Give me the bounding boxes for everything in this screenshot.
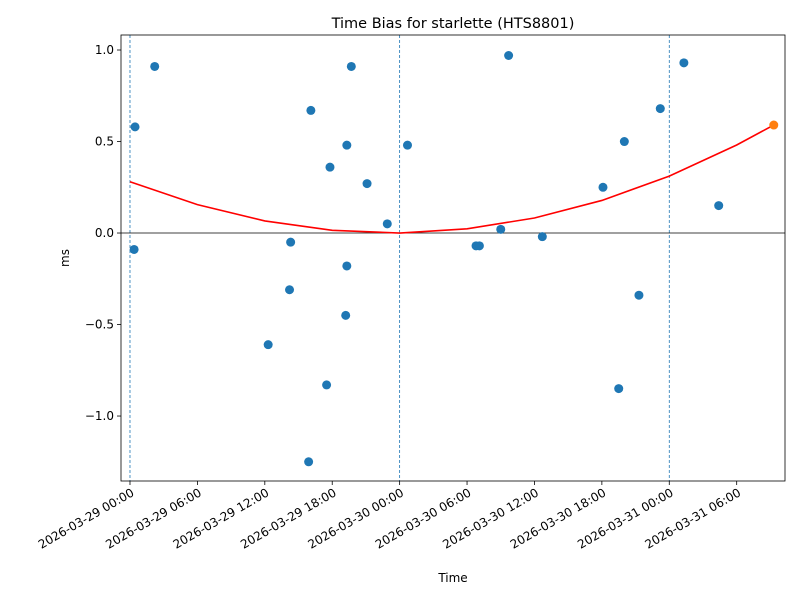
chart-title: Time Bias for starlette (HTS8801): [331, 16, 575, 32]
y-tick-label: 0.5: [95, 135, 114, 149]
data-point: [382, 219, 392, 229]
data-point: [537, 232, 547, 242]
data-point: [285, 285, 295, 295]
data-point: [130, 122, 140, 132]
data-point: [304, 457, 314, 467]
data-point: [598, 182, 608, 192]
y-axis-label: ms: [58, 249, 72, 267]
data-point: [342, 140, 352, 150]
data-point: [474, 241, 484, 251]
data-point: [496, 224, 506, 234]
y-tick-label: −1.0: [85, 409, 114, 423]
data-point: [362, 179, 372, 189]
data-point: [342, 261, 352, 271]
data-point: [341, 310, 351, 320]
y-tick-label: −0.5: [85, 318, 114, 332]
data-point: [504, 50, 514, 60]
data-point: [619, 137, 629, 147]
data-point: [655, 104, 665, 114]
data-point: [614, 384, 624, 394]
y-tick-label: 1.0: [95, 43, 114, 57]
data-point: [306, 105, 316, 115]
data-point: [150, 61, 160, 71]
x-axis-label: Time: [437, 571, 467, 585]
data-point: [402, 140, 412, 150]
data-point: [322, 380, 332, 390]
data-point: [325, 162, 335, 172]
latest-data-point: [769, 120, 779, 130]
y-tick-label: 0.0: [95, 226, 114, 240]
data-point: [714, 201, 724, 211]
data-point: [286, 237, 296, 247]
plot-frame: [120, 34, 786, 482]
data-point: [263, 340, 273, 350]
data-point: [679, 58, 689, 68]
data-point: [634, 290, 644, 300]
fit-curve: [129, 124, 775, 234]
data-point: [129, 244, 139, 254]
data-point: [346, 61, 356, 71]
